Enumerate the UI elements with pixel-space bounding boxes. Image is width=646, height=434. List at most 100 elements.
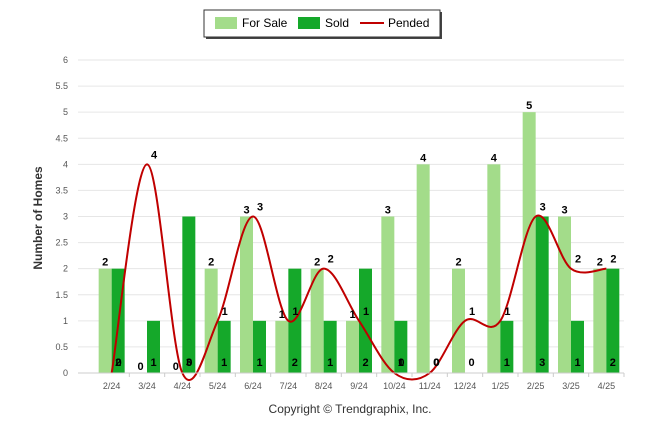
x-tick-label: 10/24: [383, 381, 406, 391]
y-tick-label: 2.5: [55, 238, 68, 248]
data-label-sold: 3: [539, 357, 545, 369]
data-label-for-sale: 2: [208, 257, 214, 269]
legend-label-sold: Sold: [325, 16, 349, 30]
legend-swatch-for-sale: [215, 17, 237, 29]
data-label-pended: 0: [186, 357, 192, 369]
bar-sold: [182, 216, 196, 373]
bar-for-sale: [98, 268, 112, 373]
bar-sold: [253, 320, 266, 373]
data-label-pended: 2: [610, 254, 616, 266]
data-label-pended: 2: [575, 254, 581, 266]
y-tick-label: 5.5: [55, 81, 68, 91]
data-label-sold: 2: [362, 357, 368, 369]
data-label-for-sale: 3: [243, 205, 249, 217]
x-tick-label: 4/25: [598, 381, 616, 391]
legend-swatch-sold: [298, 17, 320, 29]
x-axis-ticks: 2/24 3/24 4/24 5/24 6/24 7/24 8/24 9/24 10/24 11/…: [103, 373, 625, 391]
data-label-for-sale: 3: [385, 205, 391, 217]
data-label-for-sale: 1: [279, 309, 285, 321]
y-tick-label: 2: [63, 264, 68, 274]
y-tick-label: 3.5: [55, 185, 68, 195]
data-label-for-sale: 5: [526, 100, 532, 112]
legend-box: [203, 9, 441, 38]
data-label-sold: 1: [327, 357, 333, 369]
data-label-for-sale: 2: [102, 257, 108, 269]
y-tick-label: 5: [63, 107, 68, 117]
legend: For Sale Sold Pended: [203, 9, 442, 39]
x-tick-label: 4/24: [174, 381, 192, 391]
y-tick-label: 0.5: [55, 342, 68, 352]
data-label-pended: 3: [540, 202, 546, 214]
data-label-for-sale: 2: [597, 257, 603, 269]
data-label-sold: 3: [186, 357, 192, 369]
x-tick-label: 7/24: [280, 381, 298, 391]
pended-line: [110, 163, 607, 382]
data-label-sold: 0: [433, 357, 439, 369]
x-tick-label: 3/25: [562, 381, 580, 391]
bar-for-sale: [204, 268, 218, 373]
y-tick-label: 0: [63, 368, 68, 378]
x-tick-label: 2/24: [103, 381, 121, 391]
x-tick-label: 6/24: [244, 381, 262, 391]
y-tick-label: 1.5: [55, 290, 68, 300]
x-tick-label: 9/24: [350, 381, 368, 391]
bar-for-sale: [522, 112, 536, 374]
bar-sold: [323, 320, 337, 373]
bar-for-sale: [240, 216, 253, 373]
data-label-for-sale: 3: [561, 205, 567, 217]
bar-sold: [217, 320, 231, 373]
y-axis-ticks: 0 0.5 1 1.5 2 2.5 3 3.5 4 4.5 5 5.5 6: [55, 55, 68, 378]
bar-for-sale: [416, 164, 430, 373]
data-label-pended: 1: [469, 306, 475, 318]
data-label-pended: 3: [257, 202, 263, 214]
data-label-for-sale: 0: [173, 361, 179, 373]
data-label-sold: 2: [292, 357, 298, 369]
data-label-sold: 1: [221, 357, 227, 369]
data-label-pended: 2: [328, 254, 334, 266]
bar-for-sale: [275, 320, 289, 373]
x-tick-label: 3/24: [138, 381, 156, 391]
y-tick-label: 6: [63, 55, 68, 65]
data-label-for-sale: 2: [455, 257, 461, 269]
data-label-sold: 1: [504, 357, 510, 369]
data-label-sold: 2: [115, 357, 121, 369]
bar-sold: [147, 320, 160, 373]
data-label-sold: 1: [150, 357, 156, 369]
bar-sold: [606, 268, 620, 373]
data-label-for-sale: 1: [349, 309, 355, 321]
bar-sold: [571, 320, 584, 373]
bar-for-sale: [452, 268, 465, 373]
bar-sold: [359, 268, 372, 373]
data-label-pended: 1: [363, 306, 369, 318]
data-label-for-sale: 0: [137, 361, 143, 373]
data-label-pended: 1: [504, 306, 510, 318]
bar-for-sale: [593, 268, 607, 373]
data-label-sold: 1: [574, 357, 580, 369]
data-label-pended: 0: [434, 357, 440, 369]
data-label-for-sale: 4: [420, 152, 427, 164]
x-tick-label: 11/24: [419, 381, 441, 391]
data-label-sold: 2: [610, 357, 616, 369]
data-label-sold: 1: [256, 357, 262, 369]
legend-label-for-sale: For Sale: [242, 16, 288, 30]
data-label-pended: 1: [222, 306, 228, 318]
data-label-pended: 4: [151, 149, 158, 161]
data-label-pended: 0: [398, 357, 404, 369]
y-tick-label: 1: [63, 316, 68, 326]
x-tick-label: 1/25: [492, 381, 510, 391]
copyright-footer: Copyright © Trendgraphix, Inc.: [269, 402, 432, 416]
bar-sold: [535, 216, 549, 373]
y-tick-label: 4.5: [55, 133, 68, 143]
x-tick-label: 5/24: [209, 381, 227, 391]
bar-sold: [500, 320, 514, 373]
data-label-sold: 0: [468, 357, 474, 369]
bar-sold: [394, 320, 408, 373]
data-label-pended: 1: [292, 306, 298, 318]
bar-for-sale: [310, 268, 324, 373]
bar-for-sale: [487, 164, 501, 373]
bar-sold: [288, 268, 302, 373]
data-label-for-sale: 4: [491, 152, 498, 164]
x-tick-label: 12/24: [454, 381, 477, 391]
